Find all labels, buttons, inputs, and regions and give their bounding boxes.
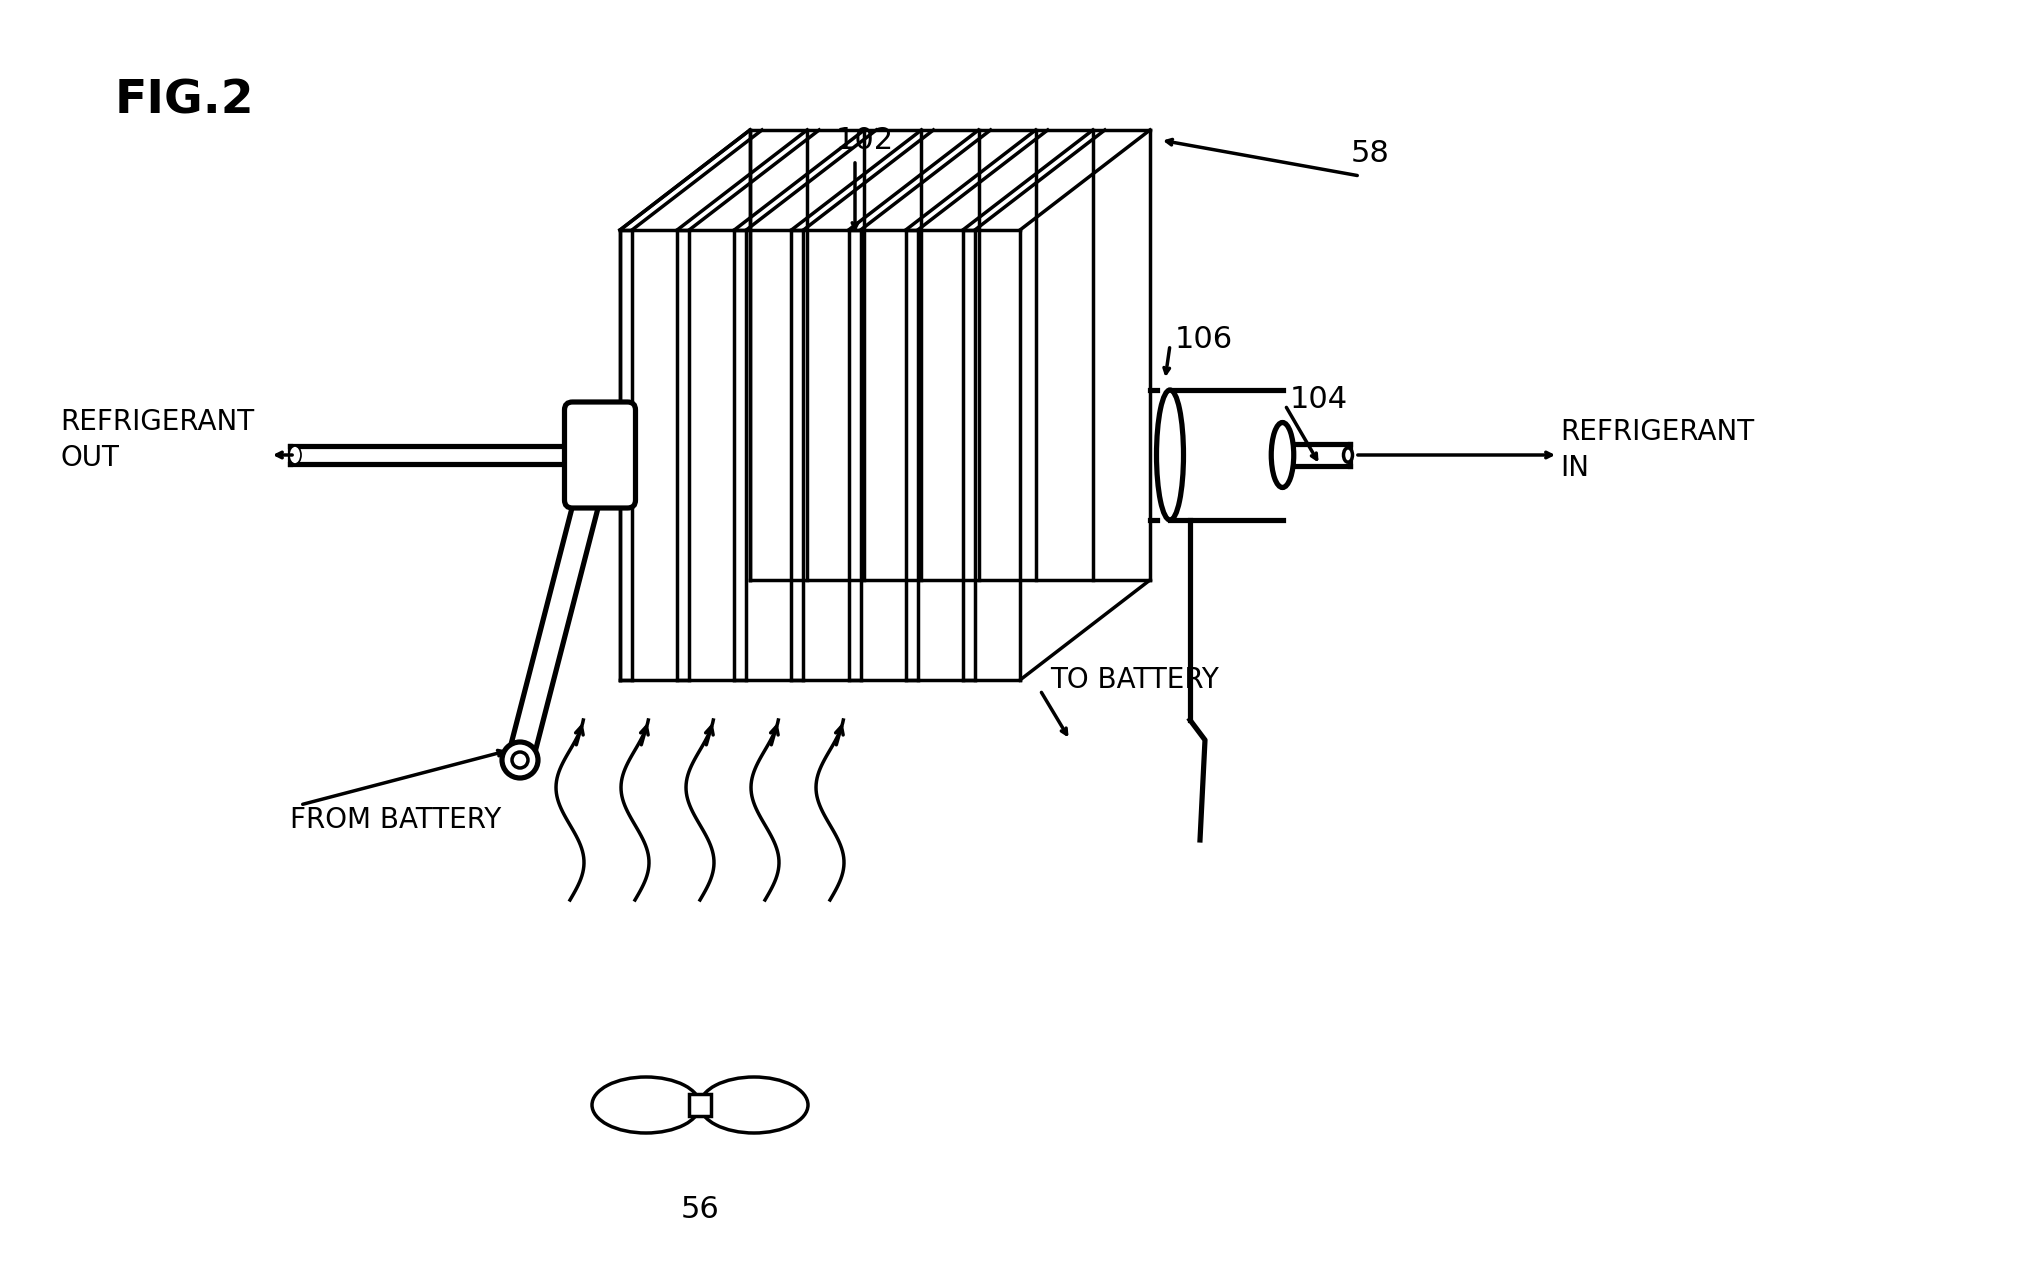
Text: FIG.2: FIG.2 bbox=[114, 78, 256, 123]
Text: 106: 106 bbox=[1175, 325, 1233, 354]
Ellipse shape bbox=[593, 1077, 699, 1133]
FancyBboxPatch shape bbox=[564, 402, 636, 508]
Ellipse shape bbox=[1271, 422, 1294, 487]
Bar bbox=[689, 1094, 711, 1117]
Circle shape bbox=[511, 752, 527, 767]
Ellipse shape bbox=[1343, 448, 1353, 462]
Ellipse shape bbox=[699, 1077, 807, 1133]
Text: 58: 58 bbox=[1351, 139, 1390, 168]
Circle shape bbox=[503, 742, 538, 778]
Text: REFRIGERANT
OUT: REFRIGERANT OUT bbox=[59, 408, 253, 472]
Text: TO BATTERY: TO BATTERY bbox=[1051, 666, 1218, 694]
Text: 104: 104 bbox=[1290, 385, 1349, 414]
Text: REFRIGERANT
IN: REFRIGERANT IN bbox=[1560, 418, 1754, 482]
Ellipse shape bbox=[288, 446, 300, 464]
Ellipse shape bbox=[1157, 390, 1183, 521]
Text: FROM BATTERY: FROM BATTERY bbox=[290, 806, 501, 834]
Text: 102: 102 bbox=[836, 127, 893, 155]
Text: 56: 56 bbox=[681, 1195, 719, 1224]
